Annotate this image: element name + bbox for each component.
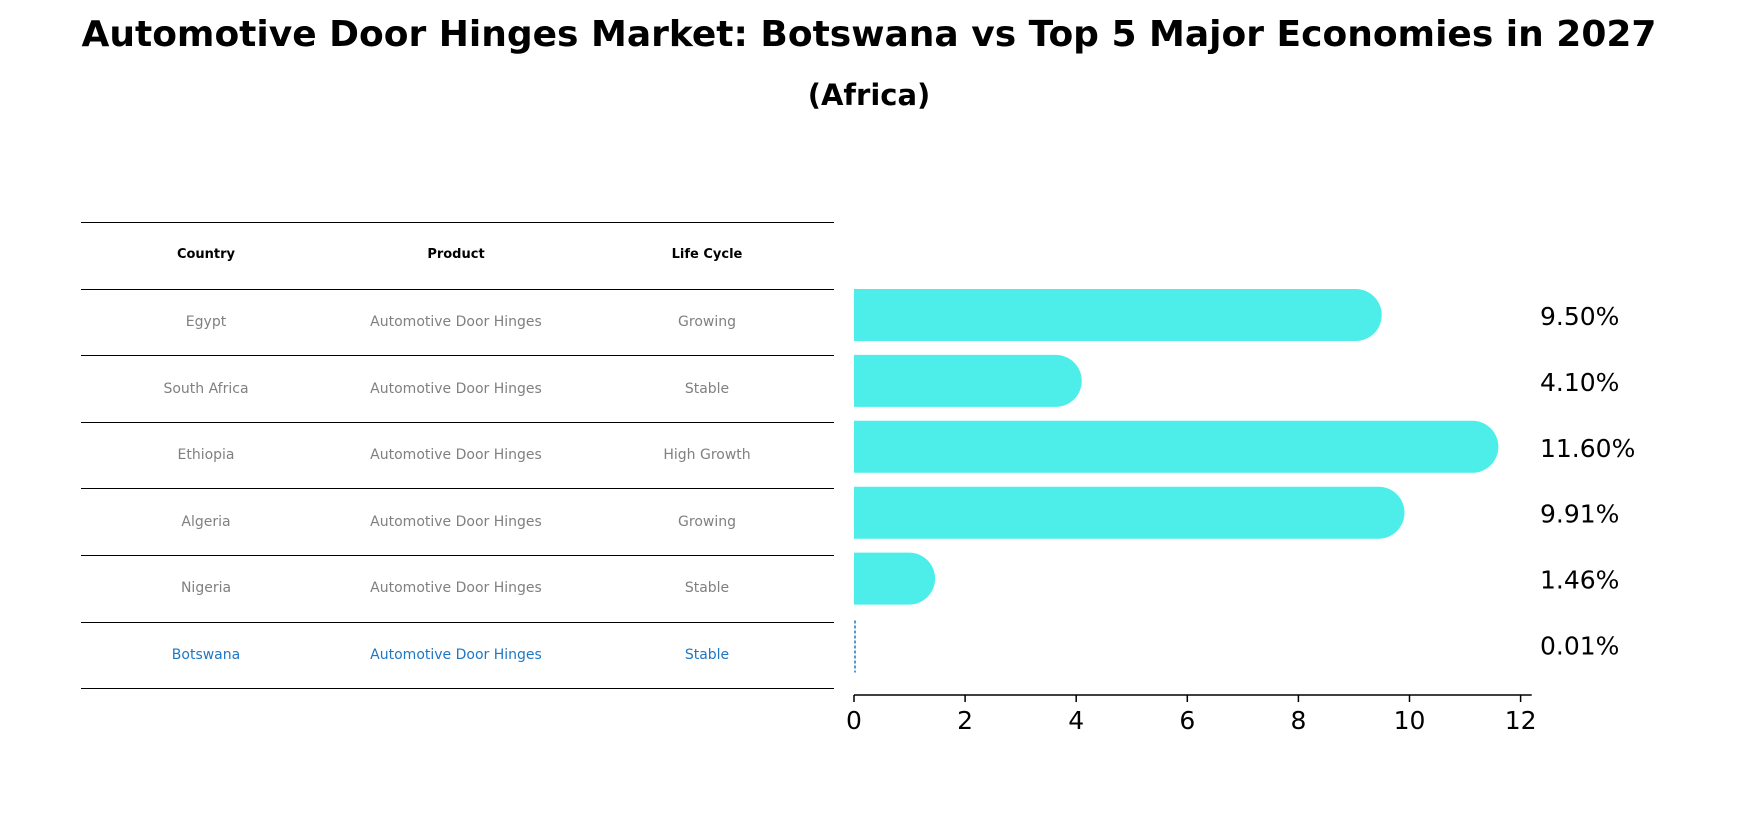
x-tick-label: 10: [1394, 706, 1426, 735]
data-label: 1.46%: [1540, 566, 1619, 595]
chart-subtitle: (Africa): [807, 78, 931, 112]
table-cell: Automotive Door Hinges: [370, 313, 542, 330]
bar: [854, 486, 1405, 539]
table-cell: Automotive Door Hinges: [370, 513, 542, 530]
table-cell: Growing: [678, 313, 736, 330]
table-divider: [81, 688, 834, 690]
bar: [854, 354, 1082, 407]
table-header-cell: Country: [176, 247, 236, 263]
table-cell: Nigeria: [180, 580, 232, 597]
data-label: 4.10%: [1540, 368, 1619, 397]
table-cell: Automotive Door Hinges: [370, 447, 542, 464]
x-tick-label: 12: [1505, 706, 1537, 735]
data-label: 9.50%: [1540, 302, 1619, 331]
table-divider: [81, 222, 834, 223]
table-divider: [81, 621, 834, 623]
bar: [854, 420, 1499, 473]
table-cell: Ethiopia: [177, 447, 235, 464]
data-label: 9.91%: [1540, 500, 1619, 529]
table-cell: Egypt: [185, 313, 227, 330]
bar: [854, 552, 936, 605]
table-cell: Automotive Door Hinges: [370, 380, 542, 397]
table-cell: Stable: [684, 646, 730, 663]
table-divider: [81, 488, 834, 490]
table-cell: Stable: [684, 580, 730, 597]
table-divider: [81, 288, 834, 290]
table-cell: Algeria: [181, 513, 231, 530]
data-label: 11.60%: [1540, 434, 1635, 463]
table-header-cell: Product: [427, 247, 485, 263]
table-divider: [81, 421, 834, 423]
table-cell: Growing: [678, 513, 736, 530]
x-tick-label: 2: [957, 706, 973, 735]
x-tick-label: 8: [1290, 706, 1306, 735]
table-header-cell: Life Cycle: [671, 247, 743, 263]
table-divider: [81, 555, 834, 556]
bar: [854, 289, 1382, 341]
table-cell: Botswana: [171, 646, 241, 663]
table-cell: Stable: [684, 380, 730, 397]
table-cell: Automotive Door Hinges: [370, 580, 542, 597]
table-divider: [81, 355, 834, 357]
x-tick-label: 6: [1179, 706, 1195, 735]
chart-title: Automotive Door Hinges Market: Botswana …: [81, 14, 1657, 55]
table-cell: High Growth: [663, 447, 751, 464]
table-cell: Automotive Door Hinges: [370, 646, 542, 663]
x-tick-label: 4: [1068, 706, 1084, 735]
x-tick-label: 0: [846, 706, 862, 735]
data-label: 0.01%: [1540, 632, 1619, 661]
table-cell: South Africa: [163, 380, 249, 397]
